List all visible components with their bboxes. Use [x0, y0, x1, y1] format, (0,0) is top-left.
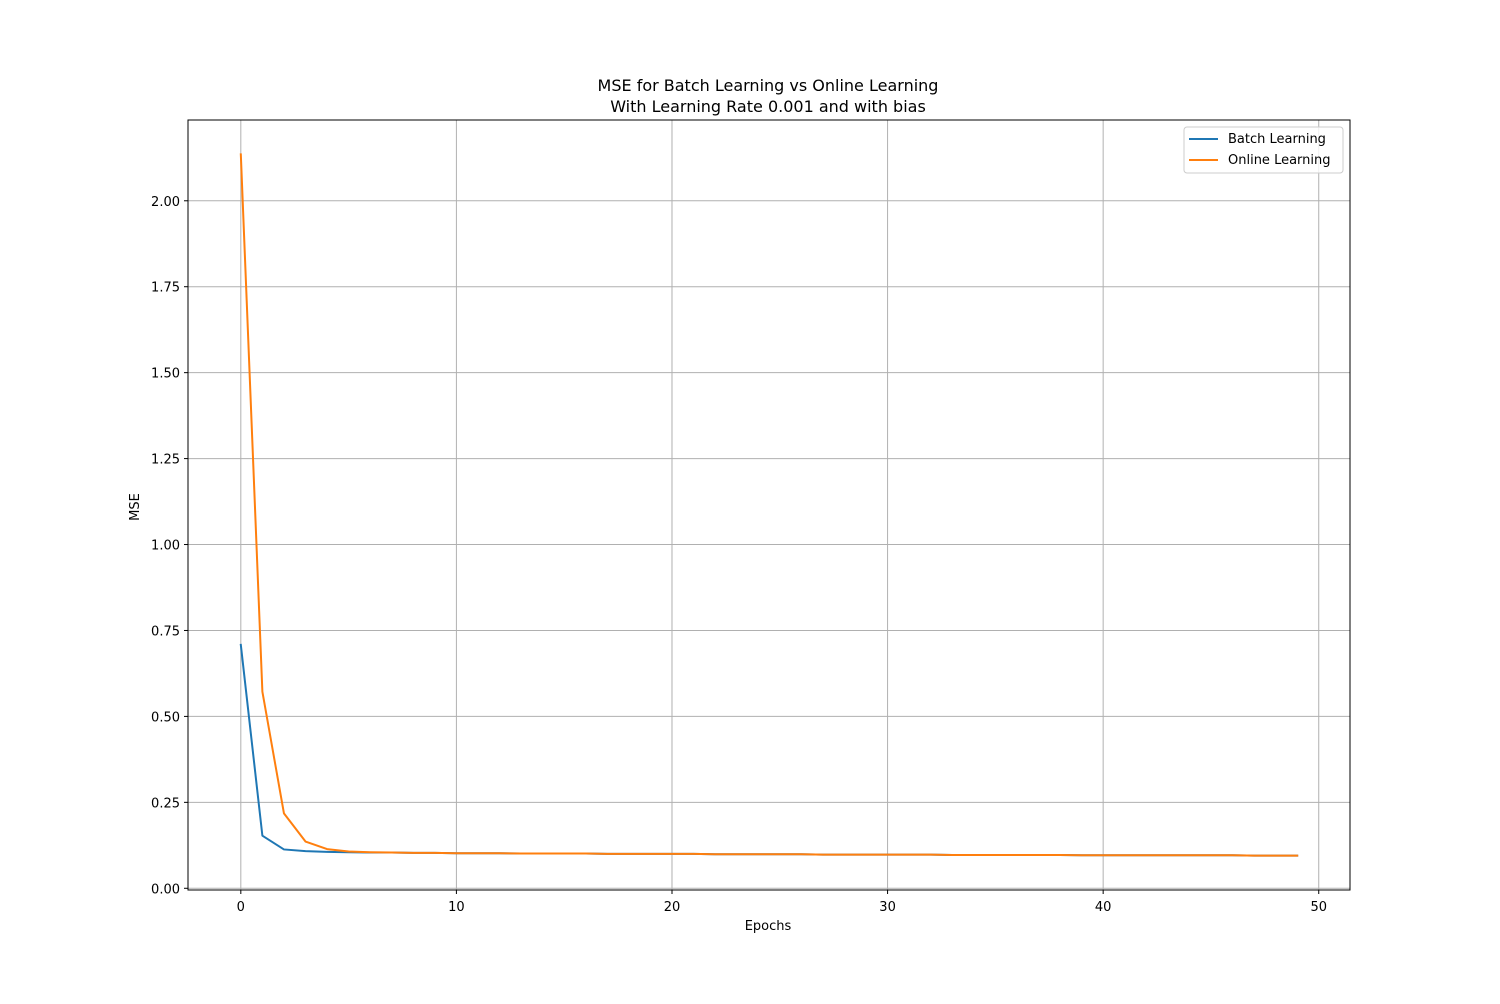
y-tick-label: 1.50 [151, 367, 180, 382]
legend-label-batch: Batch Learning [1228, 132, 1326, 147]
x-tick-label: 10 [448, 900, 465, 915]
legend-box [1183, 126, 1344, 174]
plot-frame [187, 119, 1351, 891]
axis-ticks: 0 10 20 30 40 50 0.00 0.25 0.50 0.75 1.00 1.25 1.50 1… [151, 195, 1327, 915]
y-tick-label: 2.00 [151, 195, 180, 210]
x-tick-label: 40 [1095, 900, 1112, 915]
y-tick-label: 0.00 [151, 882, 180, 897]
x-tick-label: 0 [237, 900, 245, 915]
y-tick-label: 1.25 [151, 453, 180, 468]
y-tick-label: 0.75 [151, 624, 180, 639]
x-tick-label: 50 [1310, 900, 1327, 915]
x-tick-label: 20 [664, 900, 681, 915]
legend-label-online: Online Learning [1228, 153, 1331, 168]
series-line-batch-learning [239, 643, 1299, 857]
series-lines [239, 153, 1299, 857]
y-tick-label: 1.75 [151, 281, 180, 296]
grid [188, 120, 1350, 890]
chart-title: MSE for Batch Learning vs Online Learnin… [598, 76, 939, 95]
x-axis-label: Epochs [745, 919, 792, 934]
chart-subtitle: With Learning Rate 0.001 and with bias [610, 97, 926, 116]
y-tick-label: 0.50 [151, 710, 180, 725]
y-tick-label: 1.00 [151, 539, 180, 554]
y-tick-label: 0.25 [151, 796, 180, 811]
legend: Batch Learning Online Learning [1183, 126, 1344, 174]
series-line-online-learning [239, 153, 1299, 857]
y-axis-label: MSE [128, 493, 143, 521]
x-tick-label: 30 [879, 900, 896, 915]
